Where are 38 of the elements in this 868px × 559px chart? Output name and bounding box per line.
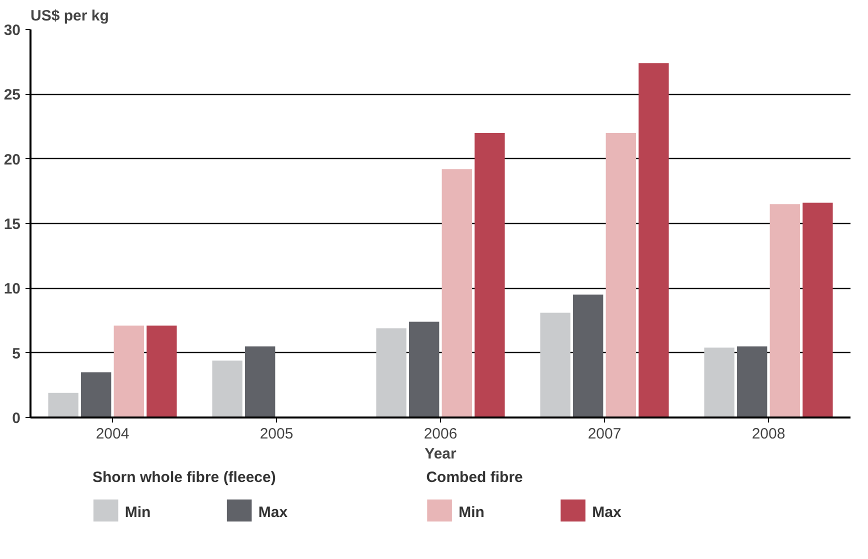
y-tick-label: 10	[4, 280, 21, 298]
bar	[376, 328, 406, 418]
bar	[737, 346, 768, 418]
y-tick-label: 5	[12, 345, 20, 362]
y-tick-label: 0	[12, 410, 20, 427]
x-tick-label: 2005	[260, 426, 294, 442]
y-tick-label: 25	[4, 86, 21, 104]
bar	[704, 348, 734, 418]
bar	[245, 346, 276, 418]
legend-label: Min	[124, 504, 151, 521]
bar	[638, 63, 669, 418]
y-tick-label: 15	[4, 216, 21, 233]
y-axis-title: US$ per kg	[30, 8, 109, 24]
bar	[212, 360, 242, 418]
bar	[114, 326, 144, 418]
x-tick-label: 2006	[424, 426, 458, 442]
x-axis-title: Year	[424, 446, 457, 462]
y-tick-label: 20	[4, 151, 21, 168]
bar	[146, 326, 177, 418]
x-tick-label: 2004	[96, 426, 130, 442]
bar	[540, 312, 570, 418]
bar	[573, 294, 604, 418]
text: Combed fibre	[426, 469, 523, 486]
x-tick-label: 2008	[752, 426, 786, 442]
bar	[770, 204, 800, 418]
bar	[48, 392, 78, 418]
bar	[802, 202, 833, 418]
y-tick-label: 30	[4, 22, 21, 39]
bar	[409, 322, 440, 418]
x-tick-label: 2007	[588, 426, 622, 442]
bar	[442, 169, 472, 418]
text: Shorn whole fibre (fleece)	[92, 469, 276, 486]
bar	[474, 132, 505, 418]
legend-label: Max	[592, 504, 622, 521]
bar	[81, 372, 112, 418]
legend-label: Max	[258, 504, 288, 521]
bar	[606, 132, 636, 418]
legend-label: Min	[458, 504, 484, 521]
